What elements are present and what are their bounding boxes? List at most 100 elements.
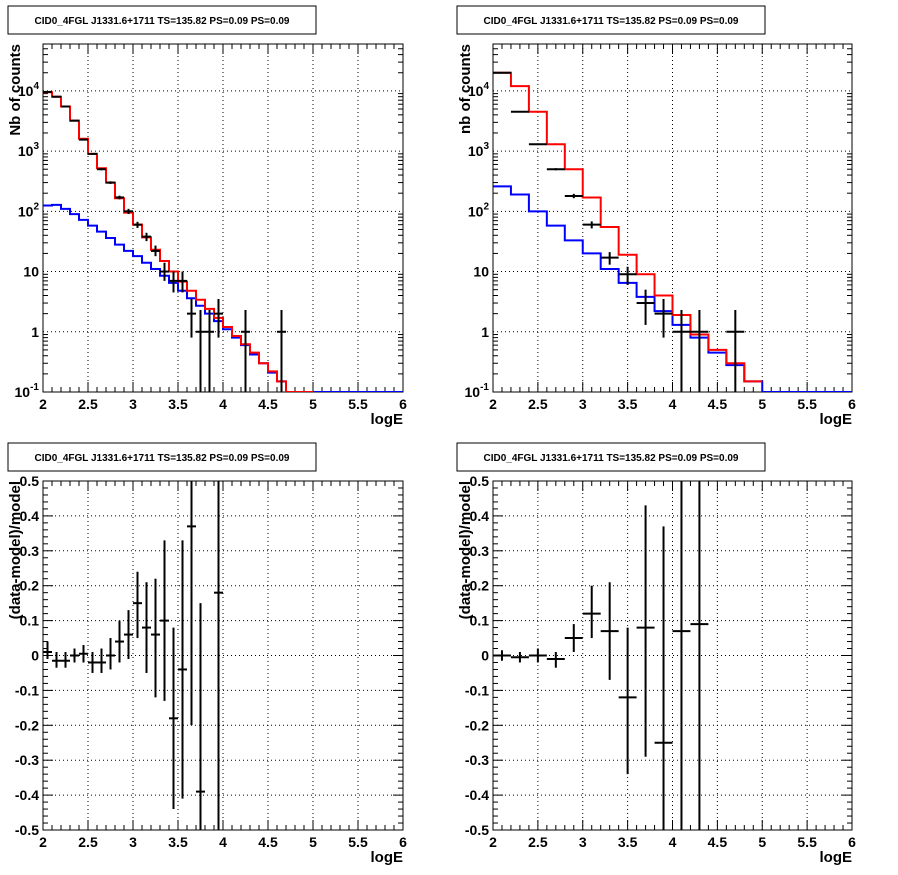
x-tick-label: 4 [219, 396, 227, 412]
y-tick-label: -0.4 [15, 787, 39, 803]
x-tick-label: 4.5 [708, 834, 728, 850]
data-layer [43, 481, 223, 830]
x-tick-label: 5 [309, 834, 317, 850]
y-tick-label: 103 [468, 141, 490, 159]
x-tick-label: 3 [579, 396, 587, 412]
x-tick-label: 2 [489, 834, 497, 850]
x-tick-label: 2 [39, 834, 47, 850]
x-axis-title: logE [820, 411, 853, 428]
x-tick-label: 4 [219, 834, 227, 850]
y-tick-label: 102 [18, 201, 40, 219]
chart-title: CID0_4FGL J1331.6+1711 TS=135.82 PS=0.09… [34, 16, 289, 27]
y-tick-label: 0.4 [20, 508, 40, 524]
x-tick-label: 3 [129, 396, 137, 412]
x-tick-label: 5 [758, 834, 766, 850]
model-total-histogram [43, 91, 313, 392]
x-tick-label: 3.5 [618, 396, 638, 412]
x-tick-label: 4 [669, 834, 677, 850]
x-tick-label: 4.5 [708, 396, 728, 412]
y-tick-label: 0.2 [20, 578, 40, 594]
data-layer [493, 481, 709, 830]
y-tick-label: -0.2 [465, 717, 489, 733]
x-tick-label: 5.5 [797, 396, 817, 412]
y-tick-label: 0.1 [470, 613, 490, 629]
x-tick-label: 5.5 [348, 834, 368, 850]
x-tick-label: 6 [399, 396, 407, 412]
y-tick-label: -0.5 [15, 822, 39, 838]
y-tick-label: 104 [468, 81, 490, 99]
y-tick-label: 10-1 [15, 382, 40, 400]
y-tick-label: 102 [468, 201, 490, 219]
y-tick-label: 0.5 [470, 473, 490, 489]
x-tick-label: 2 [39, 396, 47, 412]
chart-title-box [7, 442, 317, 472]
y-axis-title: nb of counts [457, 44, 474, 134]
y-tick-label: 0.3 [470, 543, 490, 559]
y-tick-label: 1 [481, 324, 489, 340]
y-tick-label: 0.2 [470, 578, 490, 594]
y-tick-label: -0.4 [465, 787, 489, 803]
x-tick-label: 2.5 [528, 396, 548, 412]
model-source-histogram [493, 185, 852, 392]
x-tick-label: 6 [848, 834, 856, 850]
x-axis-title: logE [820, 849, 853, 866]
chart-title: CID0_4FGL J1331.6+1711 TS=135.82 PS=0.09… [483, 453, 738, 464]
x-tick-label: 3.5 [168, 834, 188, 850]
x-tick-label: 6 [848, 396, 856, 412]
x-tick-label: 3 [129, 834, 137, 850]
chart-panel-3: CID0_4FGL J1331.6+1711 TS=135.82 PS=0.09… [7, 442, 407, 866]
y-tick-label: 1 [31, 324, 39, 340]
x-tick-label: 3.5 [168, 396, 188, 412]
x-tick-label: 5 [309, 396, 317, 412]
grid [43, 481, 403, 830]
chart-title-box [456, 5, 766, 35]
x-tick-label: 3.5 [618, 834, 638, 850]
x-axis-title: logE [371, 411, 404, 428]
y-tick-label: 103 [18, 141, 40, 159]
x-tick-label: 5 [758, 396, 766, 412]
x-tick-label: 2.5 [78, 396, 98, 412]
x-tick-label: 4.5 [258, 834, 278, 850]
x-tick-label: 2 [489, 396, 497, 412]
y-axis-title: Nb of counts [7, 44, 24, 136]
x-tick-label: 4 [669, 396, 677, 412]
y-tick-label: -0.1 [465, 682, 489, 698]
y-tick-label: 0.4 [470, 508, 490, 524]
y-tick-label: 0 [481, 648, 489, 664]
y-tick-label: 10-1 [465, 382, 490, 400]
x-tick-label: 5.5 [797, 834, 817, 850]
model-source-histogram [43, 203, 403, 392]
y-tick-label: 0.5 [20, 473, 40, 489]
chart-title: CID0_4FGL J1331.6+1711 TS=135.82 PS=0.09… [483, 16, 738, 27]
y-tick-label: -0.2 [15, 717, 39, 733]
chart-panel-4: CID0_4FGL J1331.6+1711 TS=135.82 PS=0.09… [456, 442, 856, 866]
x-tick-label: 3 [579, 834, 587, 850]
y-tick-label: 0.1 [20, 613, 40, 629]
y-tick-label: 0.3 [20, 543, 40, 559]
x-axis-title: logE [371, 849, 404, 866]
chart-title-box [456, 442, 766, 472]
x-tick-label: 5.5 [348, 396, 368, 412]
x-tick-label: 6 [399, 834, 407, 850]
y-tick-label: -0.5 [465, 822, 489, 838]
y-tick-label: -0.3 [15, 752, 39, 768]
x-tick-label: 2.5 [528, 834, 548, 850]
y-tick-label: 104 [18, 81, 40, 99]
grid [43, 44, 403, 392]
plot-frame [492, 43, 853, 393]
y-tick-label: 0 [31, 648, 39, 664]
model-total-histogram [493, 71, 763, 383]
y-tick-label: -0.3 [465, 752, 489, 768]
plot-frame [42, 480, 404, 831]
y-tick-label: 10 [473, 264, 489, 280]
y-tick-label: -0.1 [15, 682, 39, 698]
chart-panel-2: CID0_4FGL J1331.6+1711 TS=135.82 PS=0.09… [456, 5, 856, 428]
data-layer [43, 90, 403, 392]
chart-title: CID0_4FGL J1331.6+1711 TS=135.82 PS=0.09… [34, 453, 289, 464]
chart-panel-1: CID0_4FGL J1331.6+1711 TS=135.82 PS=0.09… [7, 5, 407, 428]
x-tick-label: 2.5 [78, 834, 98, 850]
chart-title-box [7, 5, 317, 35]
y-axis-title: (data-model)/model [457, 481, 474, 619]
y-axis-title: (data-model)/model [7, 481, 24, 619]
